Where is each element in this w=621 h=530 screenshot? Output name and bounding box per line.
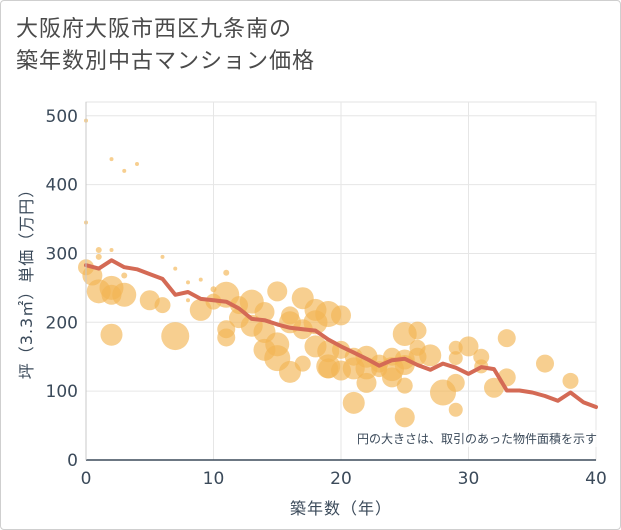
title-line-2: 築年数別中古マンション価格 — [16, 49, 316, 74]
data-bubble — [331, 305, 351, 326]
data-bubble — [100, 323, 123, 346]
axes — [85, 102, 596, 461]
y-tick-label: 500 — [46, 107, 78, 127]
data-bubble — [294, 355, 311, 372]
x-tick-label: 40 — [585, 469, 607, 489]
trend-line — [84, 258, 598, 409]
y-tick-label: 200 — [46, 313, 78, 333]
data-bubble — [497, 329, 516, 348]
data-bubble — [161, 322, 190, 351]
bubbles — [78, 118, 579, 428]
data-bubble — [562, 372, 579, 389]
data-bubble — [267, 281, 288, 302]
y-axis-title: 坪（3.3㎡）単価（万円） — [10, 100, 40, 460]
data-bubble — [484, 377, 504, 398]
x-tick-label: 0 — [81, 469, 92, 489]
data-bubble — [160, 254, 165, 259]
data-bubble — [173, 266, 178, 271]
x-tick-label: 30 — [458, 469, 480, 489]
data-bubble — [122, 168, 127, 173]
data-bubble — [536, 354, 554, 373]
y-tick-label: 0 — [67, 451, 78, 471]
data-bubble — [112, 282, 137, 307]
average-price-line — [84, 258, 598, 409]
bubble-size-note: 円の大きさは、取引のあった物件面積を示す — [356, 430, 597, 447]
data-bubble — [419, 344, 442, 367]
data-bubble — [109, 157, 114, 162]
data-bubble — [198, 277, 203, 282]
data-bubble — [186, 280, 190, 285]
data-bubble — [254, 301, 275, 322]
data-bubble — [458, 336, 479, 357]
data-bubble — [382, 367, 402, 388]
data-bubble — [446, 373, 465, 392]
x-tick-label: 20 — [330, 469, 352, 489]
data-bubble — [121, 272, 128, 279]
data-bubble — [95, 253, 102, 260]
y-tick-label: 300 — [46, 244, 78, 264]
y-tick-label: 400 — [46, 176, 78, 196]
x-axis-title: 築年数（年） — [289, 499, 392, 518]
data-bubble — [95, 247, 102, 254]
data-bubble — [448, 402, 463, 417]
data-bubble — [223, 269, 230, 276]
x-tick-label: 10 — [203, 469, 225, 489]
data-bubble — [217, 328, 236, 347]
data-bubble — [408, 321, 427, 340]
title-line-1: 大阪府大阪市西区九条南の — [16, 17, 293, 42]
data-bubble — [356, 372, 377, 393]
data-bubble — [396, 377, 413, 394]
y-axis-title-text: 坪（3.3㎡）単価（万円） — [17, 180, 37, 380]
data-bubble — [109, 248, 114, 253]
data-bubble — [154, 297, 171, 314]
data-bubble — [448, 351, 463, 366]
data-bubble — [186, 298, 190, 303]
data-bubble — [342, 391, 365, 414]
data-bubble — [135, 161, 139, 166]
y-tick-label: 100 — [46, 382, 78, 402]
data-bubble — [394, 407, 415, 428]
chart-title: 大阪府大阪市西区九条南の 築年数別中古マンション価格 — [16, 14, 315, 78]
